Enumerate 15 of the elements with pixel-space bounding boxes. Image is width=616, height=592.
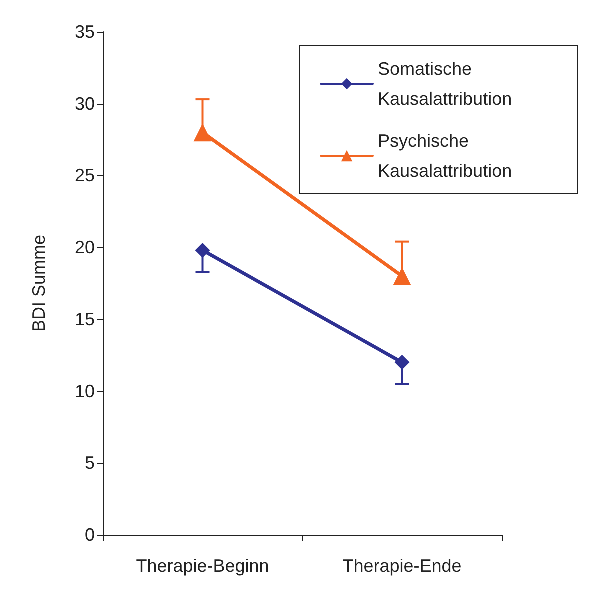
y-tick-label: 20 [74, 238, 95, 258]
point [195, 242, 210, 258]
y-tick-label: 30 [74, 94, 95, 114]
legend-label: Psychische Kausalattribution [378, 131, 512, 181]
x-tick-label: Therapie-Beginn [136, 556, 270, 576]
y-tick-label: 15 [74, 309, 95, 330]
y-tick-label: 25 [74, 166, 95, 186]
point [394, 355, 410, 370]
y-tick-label: 10 [74, 381, 95, 402]
y-tick-label: 5 [84, 453, 95, 474]
y-tick-label: 35 [74, 22, 95, 42]
x-tick-label: Therapie-Ende [342, 556, 462, 576]
legend-label: Somatische Kausalattribution [378, 59, 512, 109]
y-tick-label: 0 [84, 525, 95, 545]
y-axis-title: BDI Summe [29, 234, 49, 332]
